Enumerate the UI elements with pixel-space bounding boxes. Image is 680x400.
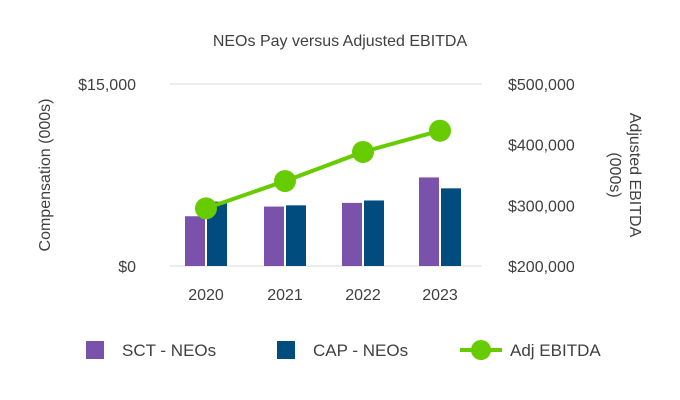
y-tick-label-0: $0 <box>118 259 136 276</box>
ebitda-polyline <box>205 128 441 211</box>
chart-title: NEOs Pay versus Adjusted EBITDA <box>213 33 468 50</box>
legend-swatch-cap <box>277 341 295 359</box>
bar-cap-2021 <box>286 205 306 266</box>
right-axis-ticks: $200,000 $300,000 $400,000 $500,000 <box>508 77 575 276</box>
y-axis-right-label-line1: Adjusted EBITDA <box>626 113 643 238</box>
ebitda-point-2021 <box>274 170 296 193</box>
ebitda-point-2022 <box>352 140 374 163</box>
y-tick-label-1: $15,000 <box>78 77 136 94</box>
legend-swatch-sct <box>86 341 104 359</box>
legend-marker-ebitda <box>471 340 491 360</box>
left-axis-ticks: $0 $15,000 <box>78 77 482 276</box>
x-tick-label-2020: 2020 <box>188 287 224 304</box>
y-right-tick-label-1: $300,000 <box>508 198 575 215</box>
bar-cap-2020 <box>207 201 227 266</box>
legend-label-sct: SCT - NEOs <box>122 341 216 360</box>
x-tick-label-2022: 2022 <box>345 287 381 304</box>
bar-cap-2022 <box>364 200 384 266</box>
x-tick-label-2023: 2023 <box>422 287 458 304</box>
bar-sct-2022 <box>342 202 362 266</box>
y-right-tick-label-0: $200,000 <box>508 259 575 276</box>
ebitda-point-2020 <box>195 197 217 220</box>
bar-sct-2023 <box>419 177 439 266</box>
legend-label-ebitda: Adj EBITDA <box>510 341 601 360</box>
ebitda-line <box>195 119 451 220</box>
y-axis-label: Compensation (000s) <box>37 99 54 252</box>
y-right-tick-label-3: $500,000 <box>508 77 575 94</box>
bar-sct-2021 <box>264 206 284 266</box>
legend: SCT - NEOs CAP - NEOs Adj EBITDA <box>86 340 601 360</box>
x-tick-label-2021: 2021 <box>267 287 303 304</box>
legend-label-cap: CAP - NEOs <box>313 341 408 360</box>
y-right-tick-label-2: $400,000 <box>508 138 575 155</box>
bar-cap-2023 <box>441 188 461 266</box>
bar-sct-2020 <box>185 216 205 266</box>
x-axis-labels: 2020 2021 2022 2023 <box>188 287 458 304</box>
bars <box>185 177 461 266</box>
y-axis-right-label-line2: (000s) <box>606 152 623 197</box>
ebitda-point-2023 <box>429 119 451 142</box>
y-axis-right-label: Adjusted EBITDA (000s) <box>606 113 643 238</box>
